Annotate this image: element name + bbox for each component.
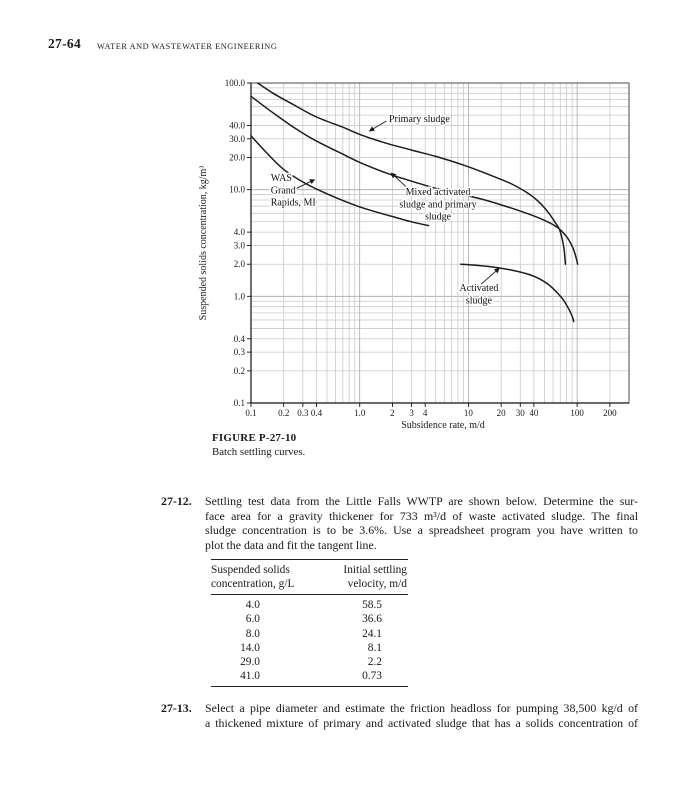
y-tick-label: 10.0 [229,185,245,195]
annotation-arrow [296,179,316,189]
y-tick-label: 100.0 [225,78,246,88]
x-tick-label: 2 [390,408,395,418]
curve-label-line: Activated [460,283,499,294]
curve-label-line: sludge [466,295,493,306]
page-number: 27-64 [48,36,81,51]
x-tick-label: 20 [497,408,507,418]
curve-label-line: Mixed activated [406,187,471,198]
x-tick-label: 40 [529,408,539,418]
problem-text-line: a thickened mixture of primary and activ… [205,715,638,730]
table-header-line: velocity, m/d [347,578,407,591]
table-row: 4.0 58.5 [211,598,408,612]
y-axis-title: Suspended solids concentration, kg/m³ [198,166,209,321]
y-tick-label: 0.3 [234,347,246,357]
y-tick-label: 0.4 [234,334,246,344]
annotation-arrow [480,267,500,285]
table-header-line: concentration, g/L [211,578,295,591]
cell-concentration: 41.0 [240,670,260,683]
cell-velocity: 8.1 [367,641,382,654]
x-tick-label: 0.3 [297,408,309,418]
y-tick-label: 40.0 [229,120,245,130]
table-rule-middle [211,593,408,595]
batch-settling-curves-chart: 0.1 0.2 0.3 0.4 1.0 2 3 4 10 20 30 40 100 200100.040.… [198,78,630,431]
cell-velocity: 36.6 [362,613,382,626]
x-tick-label: 4 [423,408,428,418]
table-row: 14.0 8.1 [211,641,408,655]
curve-label-line: Primary sludge [389,114,450,125]
annotation-arrow [390,172,411,191]
table-header-row: Suspended solids concentration, g/L Initi… [211,560,408,594]
table-row: 41.0 0.73 [211,669,408,683]
x-tick-label: 0.4 [311,408,323,418]
settling-data-table: Suspended solids concentration, g/L Initi… [211,559,408,688]
table-row: 29.0 2.2 [211,655,408,669]
cell-concentration: 4.0 [245,599,260,612]
cell-velocity: 24.1 [362,627,382,640]
problem-text-line: Settling test data from the Little Falls… [205,494,638,508]
curve-mixed-activated-sludge-and-primary-sludge [250,95,579,265]
problem-text: Settling test data from the Little Falls… [205,494,638,552]
x-tick-label: 30 [516,408,526,418]
curve-activated-sludge [459,263,575,323]
figure-caption-text: Batch settling curves. [212,446,306,458]
x-tick-label: 3 [409,408,414,418]
table-rule-top [211,559,408,560]
table-rule-bottom [211,686,408,688]
curve-label-line: sludge [425,211,452,222]
problem-text-line: sludge concentration is to be 3.6%. Use … [205,523,638,538]
y-tick-label: 4.0 [234,227,246,237]
cell-velocity: 0.73 [362,670,382,683]
problem-text-line: plot the data and fit the tangent line. [205,537,377,552]
x-axis-title: Subsidence rate, m/d [401,420,485,431]
table-header-line: Suspended solids [211,564,290,576]
y-tick-label: 2.0 [234,259,246,269]
cell-concentration: 8.0 [245,627,260,640]
table-body: 4.0 58.5 6.0 36.6 8.0 24.1 14.0 8.1 29.0 2.2 41.0 0… [211,595,408,687]
curve-label-line: sludge and primary [399,199,476,210]
x-tick-label: 0.1 [245,408,256,418]
table-header-line: Initial settling [343,564,407,576]
table-header-col1: Suspended solids concentration, g/L [211,563,318,592]
cell-velocity: 2.2 [367,656,382,669]
annotation-arrow [368,120,387,132]
problem-text-line: Select a pipe diameter and estimate the … [205,701,638,715]
table-row: 6.0 36.6 [211,612,408,626]
x-tick-label: 0.2 [278,408,289,418]
figure-caption-label: FIGURE P-27-10 [212,432,297,444]
y-tick-label: 20.0 [229,153,245,163]
curve-label-line: Rapids, MI [271,198,316,209]
y-tick-label: 0.1 [234,398,245,408]
y-tick-label: 30.0 [229,134,245,144]
curve-label-line: WAS [271,173,292,184]
problem-text-line: face area for a gravity thickener for 73… [205,508,638,523]
x-tick-label: 100 [570,408,584,418]
x-tick-label: 200 [603,408,617,418]
problem-text: Select a pipe diameter and estimate the … [205,701,638,730]
cell-velocity: 58.5 [362,599,382,612]
table-header-col2: Initial settling velocity, m/d [318,563,408,592]
problem-number: 27-12. [161,494,192,508]
table-row: 8.0 24.1 [211,627,408,641]
y-tick-label: 0.2 [234,366,245,376]
cell-concentration: 14.0 [240,641,260,654]
cell-concentration: 6.0 [245,613,260,626]
curve-was-grand-rapids-mi [250,135,430,227]
problem-number: 27-13. [161,701,192,715]
curve-label-line: Grand [271,185,296,196]
cell-concentration: 29.0 [240,656,260,669]
x-tick-label: 1.0 [354,408,366,418]
y-tick-label: 3.0 [234,240,246,250]
running-head: WATER AND WASTEWATER ENGINEERING [97,41,278,51]
y-tick-label: 1.0 [234,291,246,301]
x-tick-label: 10 [464,408,474,418]
